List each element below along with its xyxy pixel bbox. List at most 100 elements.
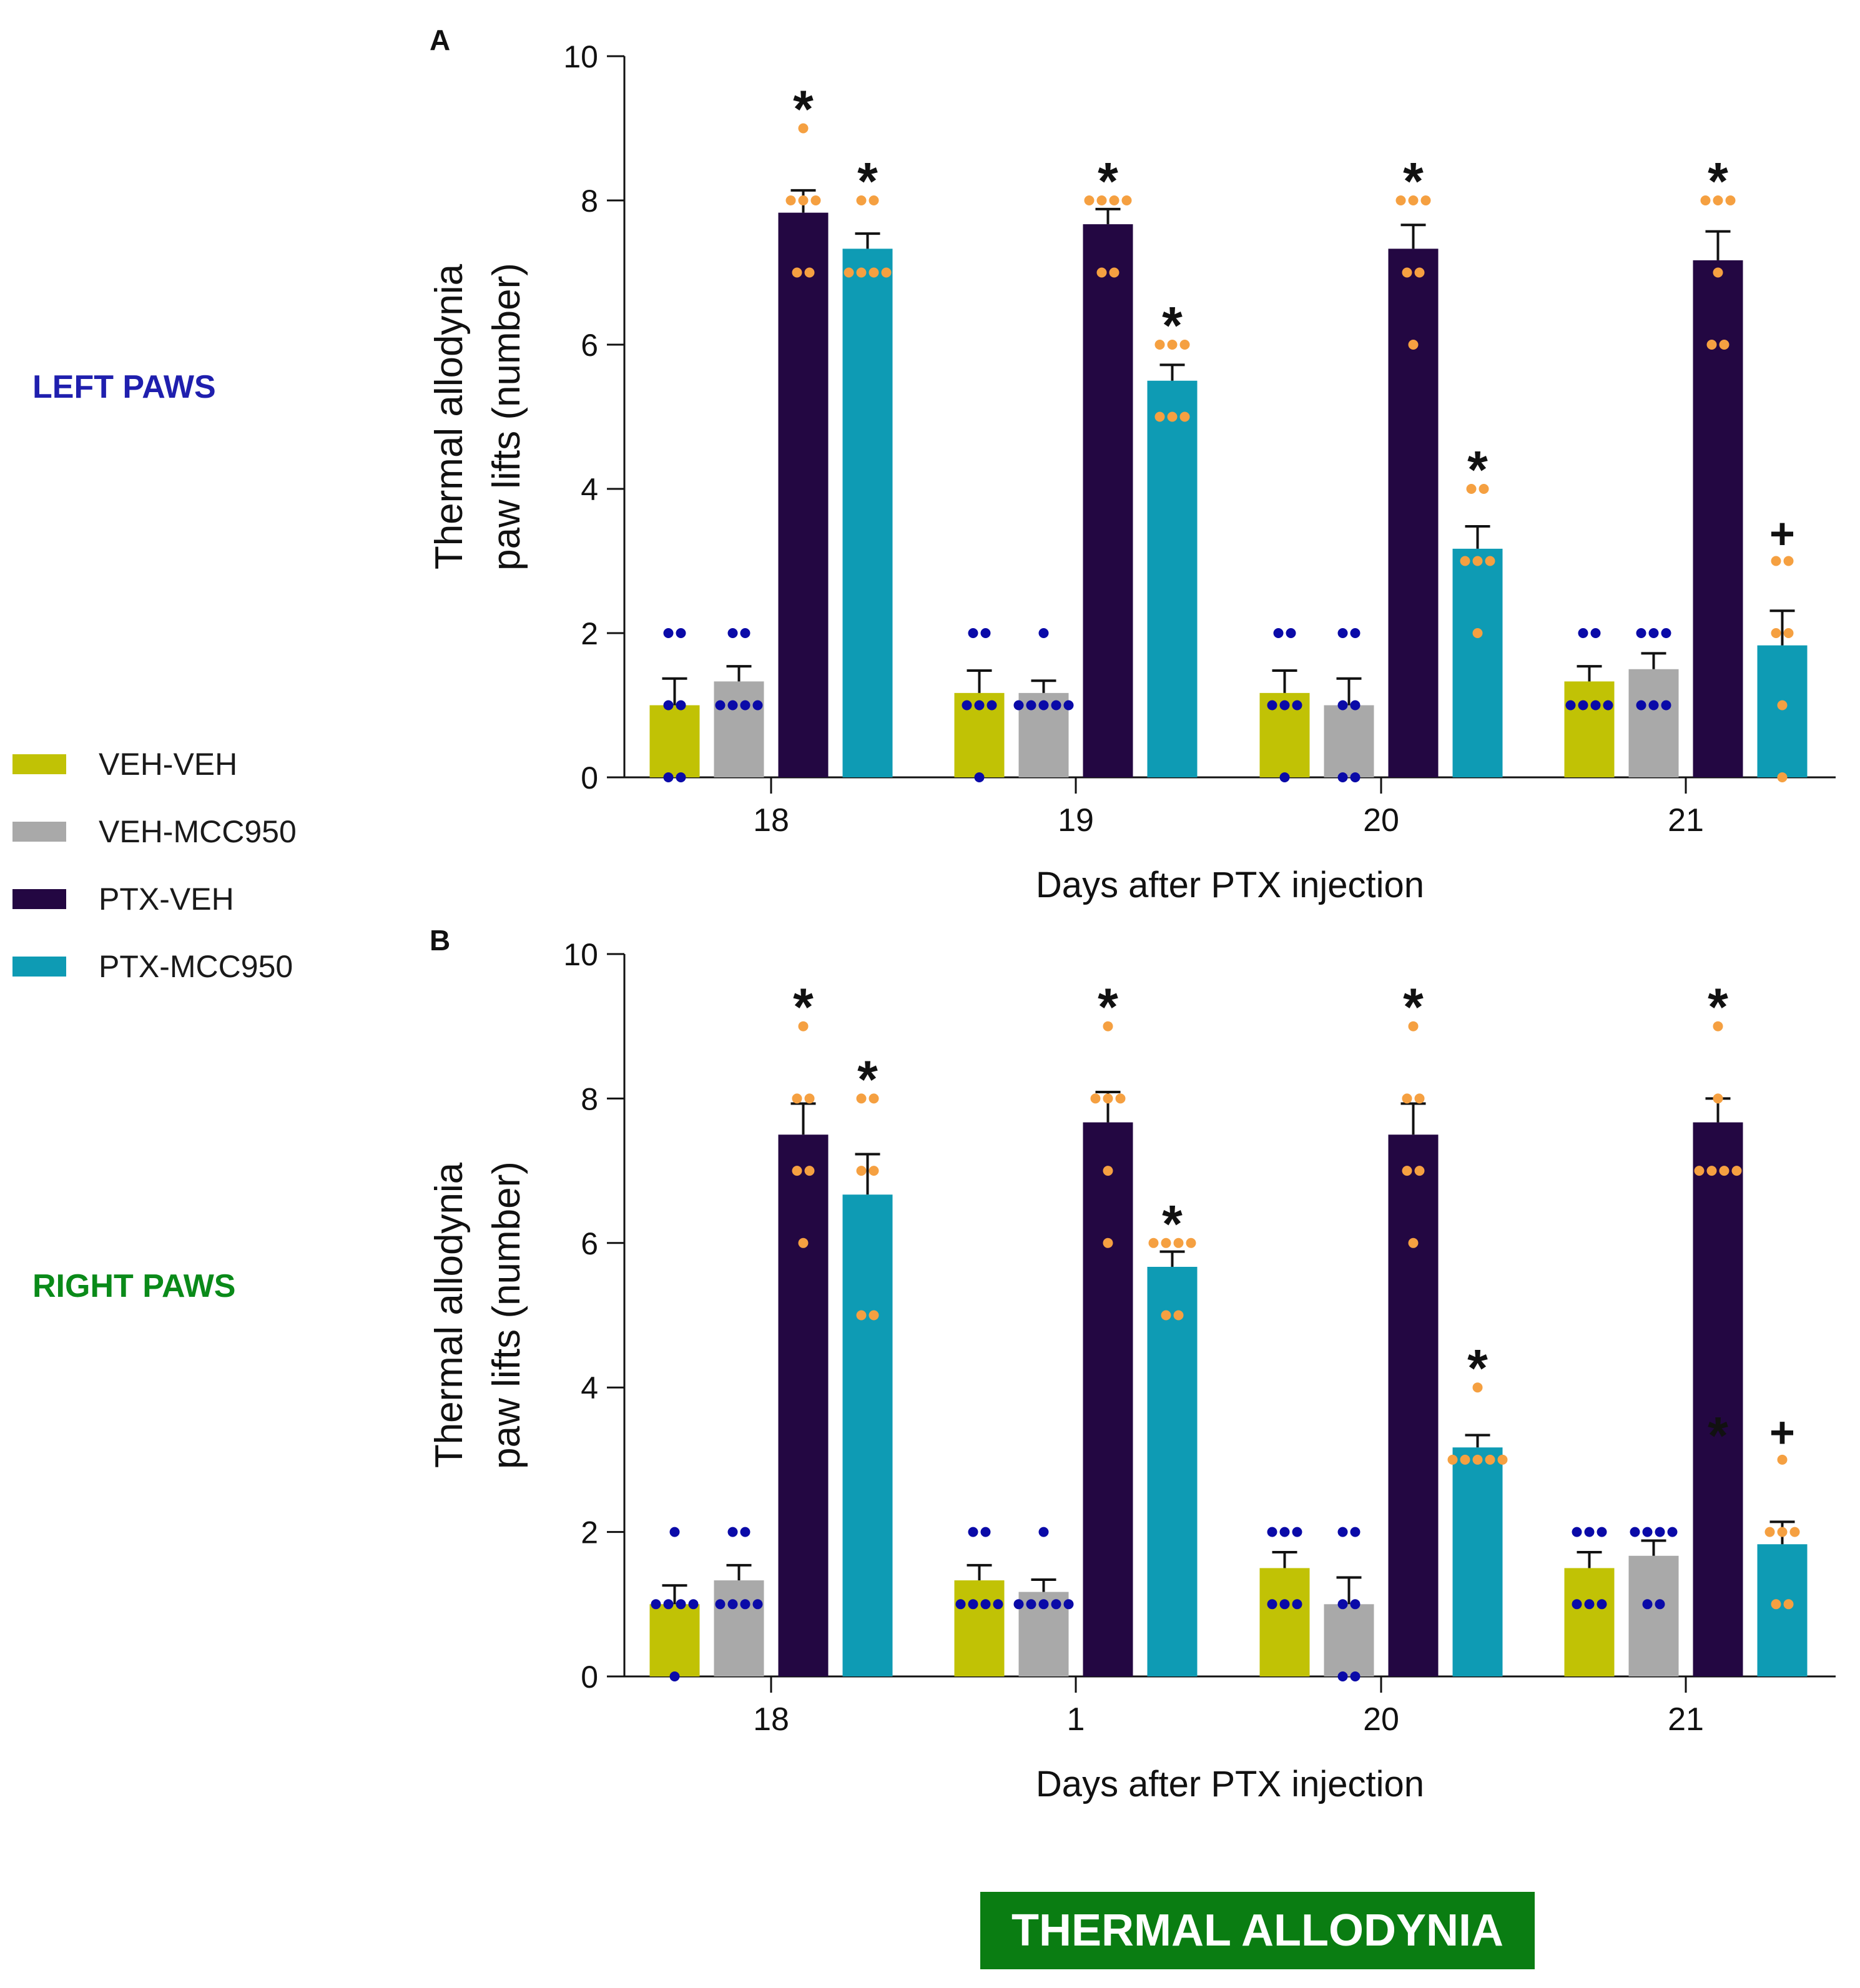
data-point	[792, 1093, 802, 1104]
bar-ptx-veh	[1693, 260, 1743, 777]
data-point	[752, 700, 763, 711]
chart-panel-A: A 0 2 4 6 8 10 Thermal allodynia paw lifts (numb…	[428, 24, 1836, 905]
y-tick-label: 0	[581, 760, 598, 795]
data-point	[1350, 700, 1361, 711]
data-point	[1777, 772, 1788, 782]
data-point	[1063, 700, 1074, 711]
data-point	[740, 700, 750, 711]
data-point	[1590, 700, 1601, 711]
data-point	[804, 1093, 815, 1104]
x-tick-label: 18	[753, 1701, 789, 1738]
left-paws-label: LEFT PAWS	[32, 369, 216, 405]
data-point	[1572, 1527, 1582, 1537]
data-point	[1414, 1093, 1425, 1104]
bar-ptx-mcc950	[1452, 548, 1503, 777]
data-point	[1783, 628, 1794, 638]
bar-ptx-mcc950	[1757, 645, 1808, 777]
data-point	[1161, 1238, 1171, 1248]
data-point	[1103, 1238, 1113, 1248]
data-point	[804, 1166, 815, 1176]
data-point	[1179, 411, 1190, 422]
data-point	[810, 195, 821, 205]
data-point	[1109, 267, 1119, 278]
data-point	[1337, 1671, 1348, 1681]
data-point	[740, 628, 750, 638]
bar-ptx-veh	[1693, 1122, 1743, 1676]
legend-item-ptx-veh: PTX-VEH	[12, 865, 297, 933]
bar-ptx-mcc950	[1147, 380, 1198, 777]
bar-ptx-veh	[1388, 1134, 1439, 1676]
data-point	[1497, 1454, 1508, 1465]
data-point	[1661, 628, 1671, 638]
data-point	[1013, 700, 1024, 711]
data-point	[1115, 1093, 1126, 1104]
data-point	[1154, 340, 1165, 350]
data-point	[1350, 1599, 1361, 1610]
right-paws-label: RIGHT PAWS	[32, 1268, 236, 1304]
data-point	[676, 1599, 686, 1610]
data-point	[1667, 1527, 1678, 1537]
data-point	[669, 1527, 680, 1537]
y-axis-label-line2: paw lifts (number)	[485, 263, 528, 571]
data-point	[856, 1310, 867, 1321]
data-point	[1186, 1238, 1196, 1248]
data-point	[1590, 628, 1601, 638]
x-tick-label: 20	[1363, 802, 1399, 839]
data-point	[1578, 628, 1588, 638]
significance-marker: *	[1467, 440, 1488, 499]
data-point	[1090, 1093, 1101, 1104]
data-point	[1764, 1527, 1775, 1537]
data-point	[1096, 195, 1107, 205]
data-point	[1485, 556, 1495, 566]
significance-marker: *	[793, 80, 814, 139]
bar-veh-veh	[1564, 681, 1615, 777]
data-point	[676, 628, 686, 638]
data-point	[1038, 1527, 1049, 1537]
significance-marker: *	[1467, 1339, 1488, 1397]
data-point	[1154, 411, 1165, 422]
data-point	[1472, 628, 1483, 638]
data-point	[1350, 1671, 1361, 1681]
y-tick-label: 4	[581, 1370, 598, 1405]
y-tick-label: 4	[581, 472, 598, 507]
data-point	[1655, 1599, 1665, 1610]
data-point	[868, 1310, 879, 1321]
data-point	[804, 267, 815, 278]
bar-ptx-veh	[1388, 248, 1439, 777]
data-point	[1731, 1166, 1742, 1176]
data-point	[1466, 484, 1477, 494]
data-point	[1109, 195, 1119, 205]
data-point	[1414, 267, 1425, 278]
data-point	[1173, 1310, 1184, 1321]
data-point	[1350, 628, 1361, 638]
data-point	[1636, 700, 1646, 711]
legend-item-veh-veh: VEH-VEH	[12, 731, 297, 798]
data-point	[1096, 267, 1107, 278]
data-point	[1063, 1599, 1074, 1610]
y-tick-label: 10	[563, 39, 598, 74]
thermal-allodynia-banner: THERMAL ALLODYNIA	[980, 1892, 1535, 1969]
bar-ptx-veh	[1083, 1122, 1133, 1676]
data-point	[844, 267, 854, 278]
data-point	[727, 700, 738, 711]
data-point	[1084, 195, 1095, 205]
data-point	[1447, 1454, 1458, 1465]
data-point	[1572, 1599, 1582, 1610]
data-point	[980, 1527, 991, 1537]
data-point	[881, 267, 892, 278]
data-point	[798, 123, 809, 134]
data-point	[1337, 772, 1348, 782]
bar-veh-veh	[649, 1604, 700, 1676]
data-point	[1597, 1527, 1607, 1537]
data-point	[1408, 195, 1419, 205]
significance-marker: *	[1162, 296, 1183, 355]
data-point	[1103, 1021, 1113, 1031]
data-point	[752, 1599, 763, 1610]
bar-veh-mcc950	[714, 681, 764, 777]
y-tick-label: 8	[581, 1081, 598, 1116]
data-point	[856, 195, 867, 205]
data-point	[1655, 1527, 1665, 1537]
data-point	[1789, 1527, 1800, 1537]
data-point	[1103, 1093, 1113, 1104]
data-point	[1337, 628, 1348, 638]
